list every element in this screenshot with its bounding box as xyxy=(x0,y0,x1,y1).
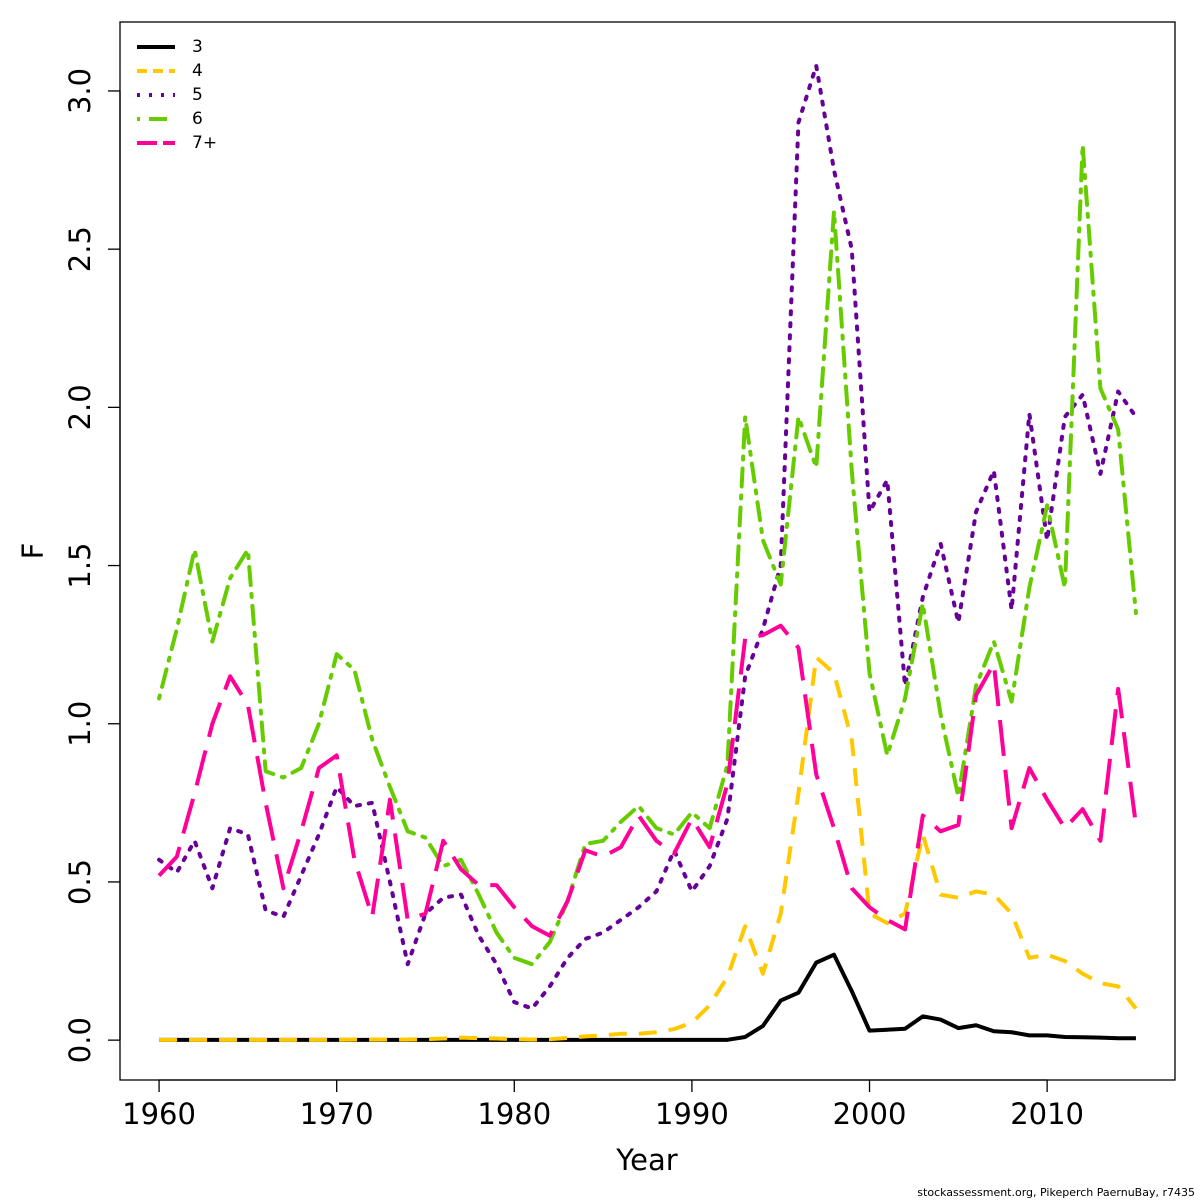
legend-label: 6 xyxy=(192,109,203,129)
series-line xyxy=(157,63,1138,1011)
y-tick-label: 1.0 xyxy=(63,701,97,747)
x-tick-label: 1980 xyxy=(477,1097,551,1131)
legend-label: 7+ xyxy=(192,133,217,153)
x-tick-label: 2010 xyxy=(1010,1097,1084,1131)
x-tick-label: 2000 xyxy=(833,1097,907,1131)
y-tick-label: 2.0 xyxy=(63,384,97,430)
x-tick-label: 1970 xyxy=(300,1097,374,1131)
y-tick-label: 2.5 xyxy=(63,226,97,272)
caption: stockassessment.org, Pikeperch PaernuBay… xyxy=(917,1186,1195,1199)
series-line xyxy=(157,142,1138,967)
y-tick-label: 0.0 xyxy=(63,1017,97,1063)
legend-label: 5 xyxy=(192,85,203,105)
x-tick-label: 1960 xyxy=(122,1097,196,1131)
x-tick-label: 1990 xyxy=(655,1097,729,1131)
y-tick-label: 0.5 xyxy=(63,859,97,905)
series-line xyxy=(157,623,1138,938)
legend-label: 4 xyxy=(192,61,203,81)
x-axis-label: Year xyxy=(615,1143,677,1177)
y-axis-label: F xyxy=(16,543,50,560)
series-line xyxy=(159,952,1136,1042)
series-line xyxy=(159,655,1138,1042)
y-tick-label: 1.5 xyxy=(63,542,97,588)
legend-label: 3 xyxy=(192,37,203,57)
y-tick-label: 3.0 xyxy=(63,68,97,114)
